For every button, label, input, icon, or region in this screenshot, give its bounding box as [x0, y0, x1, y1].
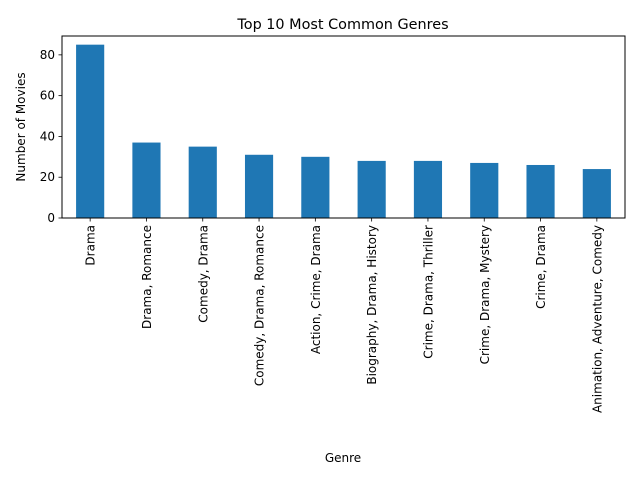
x-axis: Drama Drama, Romance Comedy, Drama Comedy, …	[84, 218, 604, 413]
x-tick-label: Biography, Drama, History	[365, 225, 379, 385]
y-tick-label: 40	[40, 129, 55, 143]
bar	[132, 142, 161, 218]
x-tick-label: Animation, Adventure, Comedy	[590, 225, 604, 413]
x-tick-label: Comedy, Drama, Romance	[253, 225, 267, 386]
x-tick-label: Crime, Drama	[534, 225, 548, 309]
plot-frame	[61, 35, 626, 219]
bar	[301, 156, 330, 218]
bar	[526, 164, 555, 218]
bars-group	[76, 44, 611, 218]
x-axis-label: Genre	[325, 451, 361, 465]
chart-title: Top 10 Most Common Genres	[236, 17, 448, 33]
y-axis: 0 20 40 60 80	[40, 48, 62, 225]
y-tick-label: 80	[40, 48, 55, 62]
x-tick-label: Crime, Drama, Mystery	[478, 225, 492, 364]
x-tick-label: Action, Crime, Drama	[309, 225, 323, 354]
y-tick-label: 60	[40, 89, 55, 103]
bar	[582, 169, 611, 218]
x-tick-label: Drama	[84, 225, 98, 266]
y-axis-label: Number of Movies	[14, 72, 28, 181]
x-tick-label: Drama, Romance	[140, 225, 154, 329]
y-tick-label: 0	[47, 211, 55, 225]
y-tick-label: 20	[40, 170, 55, 184]
bar	[413, 160, 443, 218]
x-tick-label: Comedy, Drama	[196, 225, 210, 323]
bar	[188, 146, 217, 218]
bar	[470, 162, 499, 218]
bar	[76, 44, 105, 218]
bar	[244, 154, 274, 218]
bar	[357, 160, 386, 218]
x-tick-label: Crime, Drama, Thriller	[421, 225, 435, 359]
